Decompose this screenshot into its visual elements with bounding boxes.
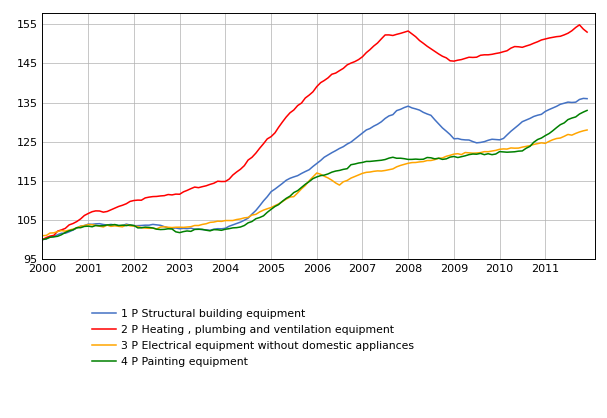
Legend: 1 P Structural building equipment, 2 P Heating , plumbing and ventilation equipm: 1 P Structural building equipment, 2 P H… [92,309,415,367]
Line: 3 P Electrical equipment without domestic appliances: 3 P Electrical equipment without domesti… [42,130,587,236]
Line: 1 P Structural building equipment: 1 P Structural building equipment [42,98,587,240]
Line: 2 P Heating , plumbing and ventilation equipment: 2 P Heating , plumbing and ventilation e… [42,25,587,240]
Line: 4 P Painting equipment: 4 P Painting equipment [42,110,587,240]
